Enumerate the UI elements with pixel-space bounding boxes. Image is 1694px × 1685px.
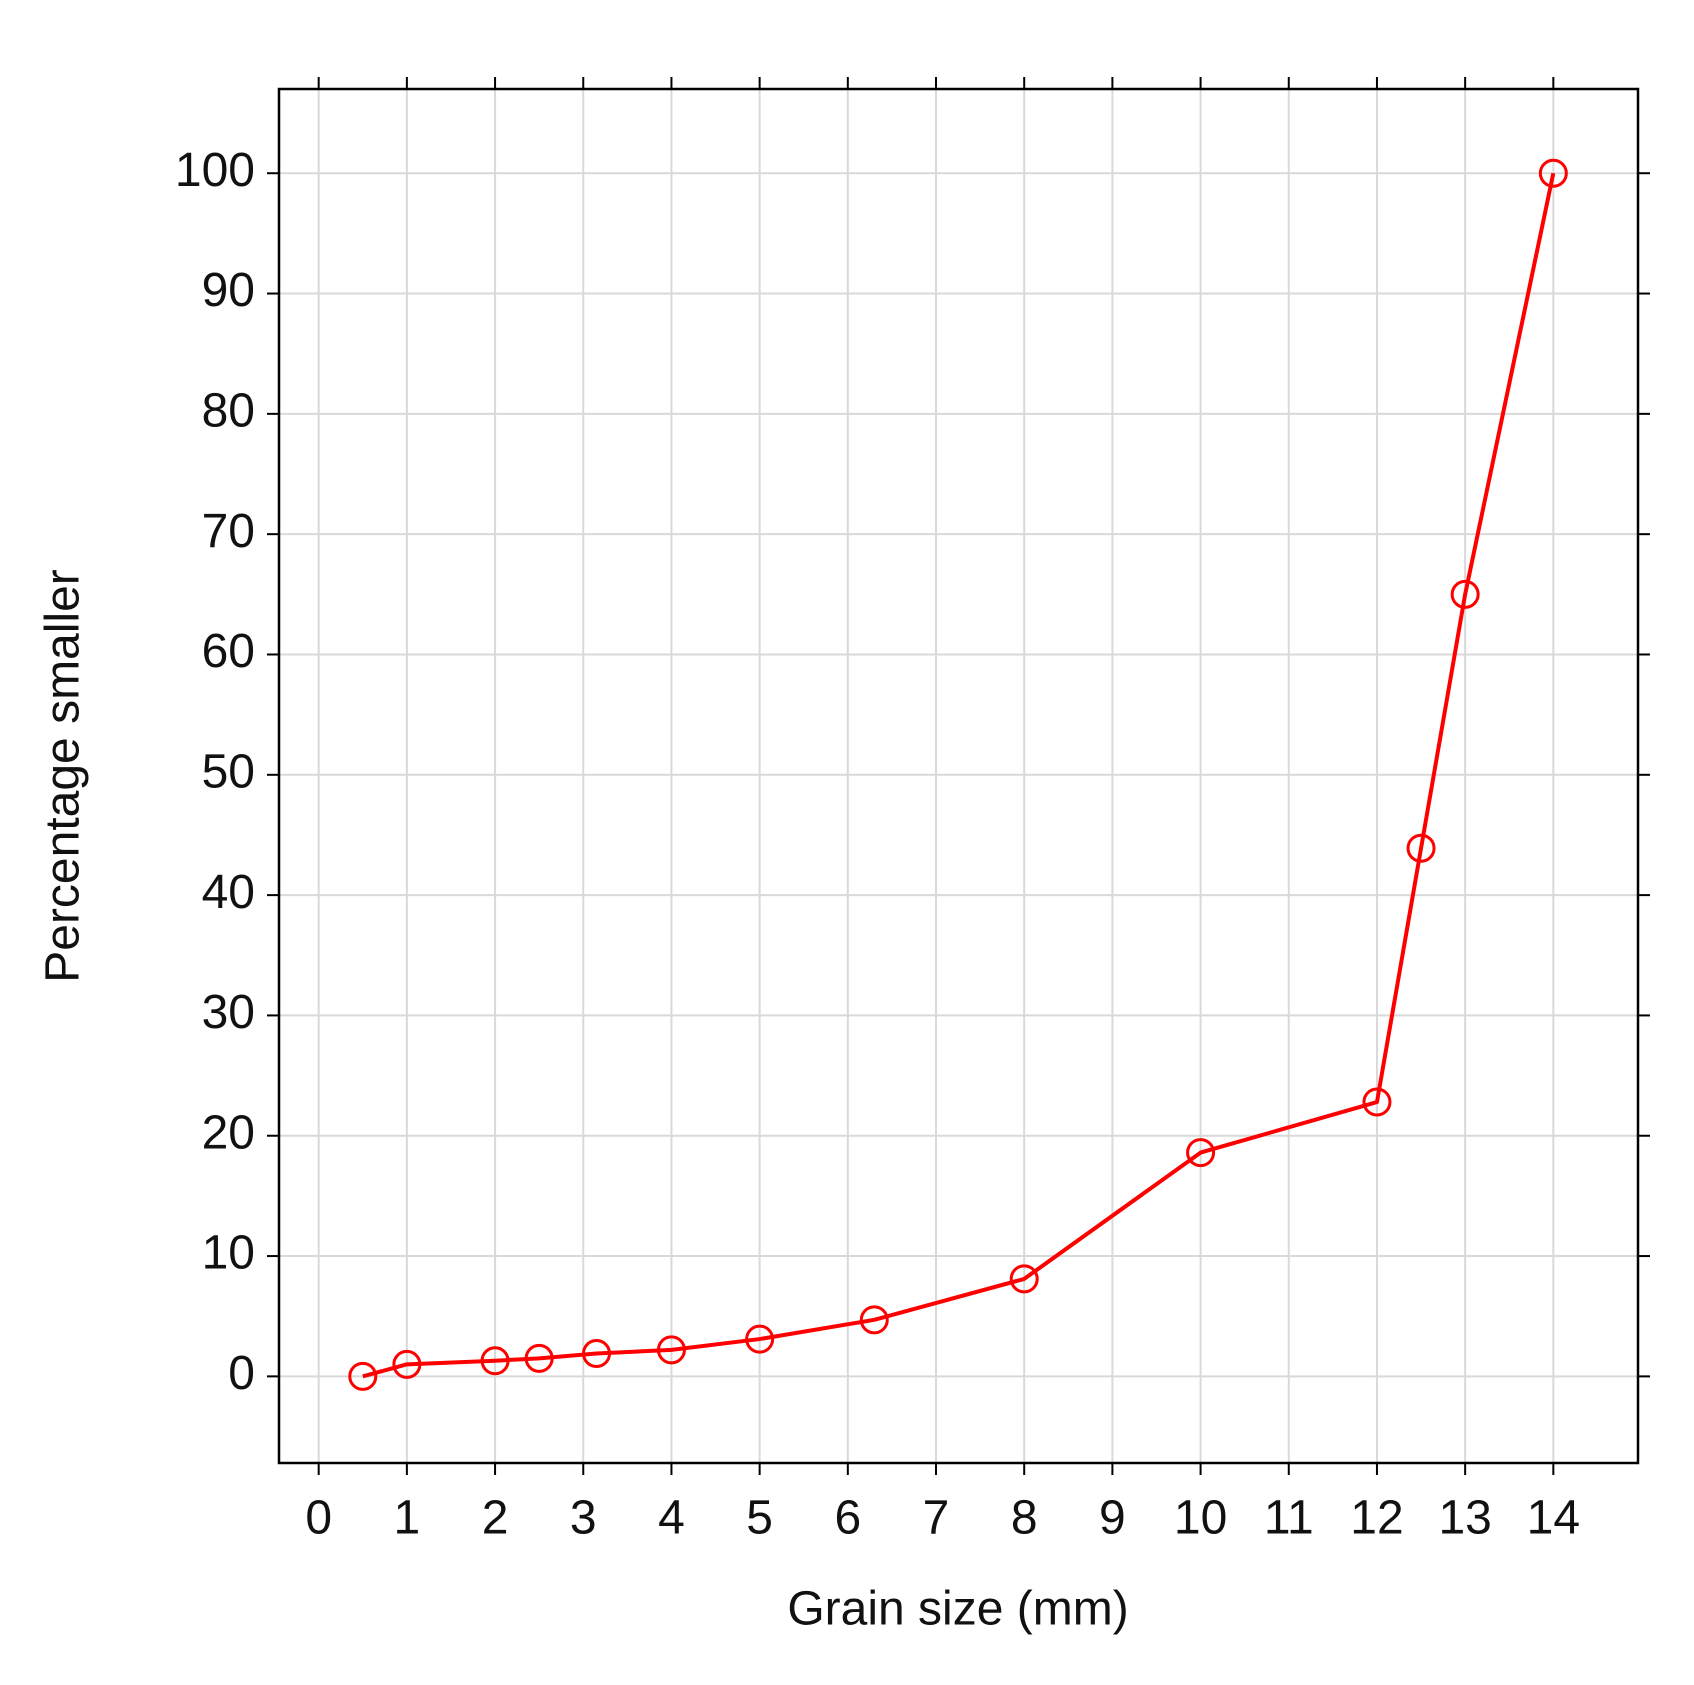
y-tick-label: 20 xyxy=(202,1106,255,1159)
x-tick-label: 5 xyxy=(746,1492,773,1545)
x-tick-label: 0 xyxy=(305,1492,332,1545)
point xyxy=(480,1346,510,1376)
x-tick-label: 13 xyxy=(1438,1492,1491,1545)
x-tick-label: 1 xyxy=(394,1492,421,1545)
x-tick-label: 4 xyxy=(658,1492,685,1545)
point xyxy=(656,1335,686,1365)
x-tick-label: 6 xyxy=(834,1492,861,1545)
y-tick-label: 40 xyxy=(202,866,255,919)
point xyxy=(524,1343,554,1373)
x-tick-label: 10 xyxy=(1174,1492,1227,1545)
y-tick-label: 90 xyxy=(202,264,255,317)
x-tick-label: 2 xyxy=(482,1492,509,1545)
x-tick-label: 3 xyxy=(570,1492,597,1545)
y-tick-label: 30 xyxy=(202,986,255,1039)
y-tick-label: 100 xyxy=(175,144,255,197)
y-tick-label: 0 xyxy=(228,1347,255,1400)
plot-frame xyxy=(277,87,1640,1465)
x-tick-label: 11 xyxy=(1264,1492,1314,1545)
point xyxy=(1009,1264,1039,1294)
point xyxy=(581,1339,611,1369)
x-tick-label: 9 xyxy=(1099,1492,1126,1545)
point xyxy=(392,1349,422,1379)
point xyxy=(1450,579,1480,609)
point xyxy=(745,1324,775,1354)
y-tick-label: 50 xyxy=(202,745,255,798)
point xyxy=(1538,158,1568,188)
point xyxy=(348,1361,378,1391)
x-tick-label: 7 xyxy=(923,1492,950,1545)
y-tick-label: 70 xyxy=(202,505,255,558)
x-axis-label: Grain size (mm) xyxy=(787,1583,1128,1636)
point xyxy=(1362,1087,1392,1117)
x-tick-label: 8 xyxy=(1011,1492,1038,1545)
point xyxy=(1406,833,1436,863)
y-axis-label: Percentage smaller xyxy=(37,569,90,983)
y-tick-label: 60 xyxy=(202,625,255,678)
x-tick-label: 14 xyxy=(1527,1492,1580,1545)
x-tick-label: 12 xyxy=(1350,1492,1403,1545)
line xyxy=(362,172,1556,1379)
point xyxy=(859,1305,889,1335)
y-tick-label: 10 xyxy=(202,1227,255,1280)
point xyxy=(1186,1138,1216,1168)
y-tick-label: 80 xyxy=(202,385,255,438)
